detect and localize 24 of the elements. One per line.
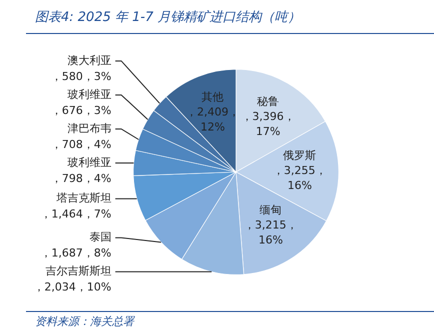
data-label: ，1,687，8%	[40, 246, 112, 260]
data-label: ，798，4%	[50, 172, 112, 185]
slice-label: 其他	[202, 90, 224, 104]
chart-title: 图表4: 2025 年 1-7 月锑精矿进口结构（吨）	[35, 9, 300, 26]
data-label: ，2,409，12%	[186, 106, 240, 134]
slice-label: 澳大利亚	[67, 54, 112, 67]
data-label: ，3,255，16%	[272, 164, 326, 192]
slice-label: 秘鲁	[257, 94, 280, 108]
slice-label: 俄罗斯	[283, 149, 316, 162]
data-label: ，676，3%	[50, 104, 112, 117]
data-label: ，1,464，7%	[40, 208, 112, 221]
data-label: ，580，3%	[50, 70, 112, 83]
slice-label: 津巴布韦	[67, 122, 112, 135]
slice-label: 玻利维亚	[67, 156, 112, 169]
slice-label: 吉尔吉斯斯坦	[45, 264, 112, 278]
data-label: ，3,396，17%	[241, 110, 295, 138]
data-label: ，3,215，16%	[244, 218, 298, 246]
slice-label: 缅甸	[260, 203, 282, 216]
data-label: ，2,034，10%	[33, 280, 112, 294]
slice-label: 泰国	[89, 230, 112, 244]
slice-label: 塔吉克斯坦	[55, 192, 112, 205]
text: 资料来源：海关总署	[35, 314, 134, 329]
slice-label: 玻利维亚	[67, 88, 112, 101]
data-label: ，708，4%	[50, 138, 112, 151]
